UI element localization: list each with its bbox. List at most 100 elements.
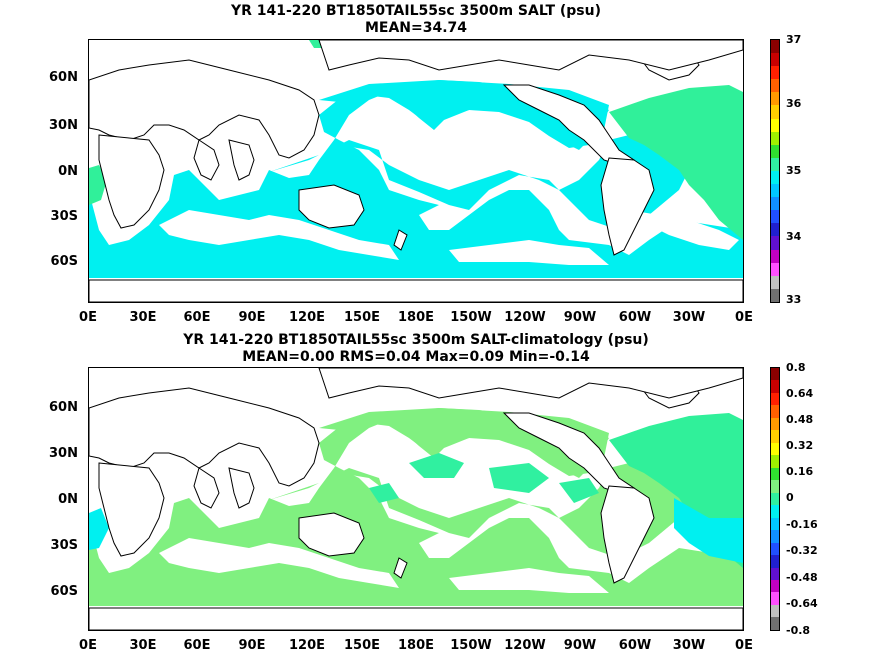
- colorbar-swatch: [771, 392, 779, 406]
- colorbar-swatch: [771, 368, 779, 381]
- bottom-lat-label-60n: 60N: [49, 400, 78, 415]
- colorbar-swatch: [771, 79, 779, 93]
- bottom-title-line2: MEAN=0.00 RMS=0.04 Max=0.09 Min=-0.14: [242, 349, 590, 365]
- top-lon-label: 120W: [504, 310, 546, 325]
- top-colorbar-label: 35: [786, 164, 802, 177]
- bottom-anomaly-map: [89, 368, 743, 630]
- top-colorbar-label: 36: [786, 97, 802, 110]
- bottom-colorbar-label: -0.64: [786, 597, 818, 610]
- top-lat-label-60n: 60N: [49, 70, 78, 85]
- colorbar-swatch: [771, 555, 779, 568]
- top-lon-label: 0E: [79, 310, 97, 325]
- top-title-line1: YR 141-220 BT1850TAIL55sc 3500m SALT (ps…: [230, 3, 601, 19]
- colorbar-swatch: [771, 530, 779, 543]
- bottom-lon-label: 90W: [563, 638, 597, 653]
- top-colorbar-label: 37: [786, 33, 802, 46]
- bottom-lon-label: 120W: [504, 638, 546, 653]
- top-lon-label: 0E: [735, 310, 753, 325]
- bottom-colorbar-label: 0.16: [786, 465, 814, 478]
- colorbar-swatch: [771, 157, 779, 171]
- top-lon-label: 150E: [343, 310, 381, 325]
- bottom-colorbar-label: -0.48: [786, 571, 818, 584]
- colorbar-swatch: [771, 567, 779, 580]
- top-salinity-map: [89, 40, 743, 302]
- colorbar-swatch: [771, 417, 779, 431]
- bottom-lat-label-30n: 30N: [49, 446, 78, 461]
- colorbar-swatch: [771, 455, 779, 468]
- top-lat-label-30s: 30S: [50, 209, 78, 224]
- bottom-colorbar-label: -0.8: [786, 624, 811, 637]
- bottom-title-line1: YR 141-220 BT1850TAIL55sc 3500m SALT-cli…: [183, 332, 649, 348]
- bottom-lat-label-30s: 30S: [50, 538, 78, 553]
- top-lat-label-30n: 30N: [49, 118, 78, 133]
- colorbar-swatch: [771, 236, 779, 250]
- bottom-lon-label: 120E: [288, 638, 326, 653]
- top-lon-label: 60E: [183, 310, 211, 325]
- colorbar-swatch: [771, 505, 779, 518]
- top-colorbar-label: 34: [786, 230, 802, 243]
- colorbar-swatch: [771, 66, 779, 80]
- top-lon-label: 30W: [672, 310, 706, 325]
- colorbar-swatch: [771, 517, 779, 531]
- top-lon-label: 90E: [238, 310, 266, 325]
- colorbar-swatch: [771, 92, 779, 106]
- colorbar-swatch: [771, 492, 779, 506]
- top-lon-label: 180E: [397, 310, 435, 325]
- colorbar-swatch: [771, 480, 779, 493]
- top-lat-label-60s: 60S: [50, 254, 78, 269]
- bottom-lon-label: 0E: [735, 638, 753, 653]
- colorbar-swatch: [771, 542, 779, 556]
- top-lat-label-0n: 0N: [58, 164, 78, 179]
- top-lon-label: 120E: [288, 310, 326, 325]
- top-colorbar-label: 33: [786, 293, 802, 306]
- top-lon-label: 150W: [450, 310, 492, 325]
- colorbar-swatch: [771, 170, 779, 185]
- bottom-colorbar-label: 0.32: [786, 439, 814, 452]
- bottom-lon-label: 60W: [618, 638, 652, 653]
- bottom-lon-label: 0E: [79, 638, 97, 653]
- bottom-lon-label: 150W: [450, 638, 492, 653]
- top-lon-label: 60W: [618, 310, 652, 325]
- bottom-colorbar-label: 0: [786, 491, 794, 504]
- bottom-lon-label: 150E: [343, 638, 381, 653]
- colorbar-swatch: [771, 430, 779, 443]
- colorbar-swatch: [771, 223, 779, 237]
- colorbar-swatch: [771, 405, 779, 418]
- top-lon-label: 90W: [563, 310, 597, 325]
- colorbar-swatch: [771, 197, 779, 211]
- bottom-lon-label: 30E: [129, 638, 157, 653]
- colorbar-swatch: [771, 275, 779, 289]
- bottom-lat-label-0n: 0N: [58, 492, 78, 507]
- colorbar-swatch: [771, 53, 779, 67]
- colorbar-swatch: [771, 131, 779, 145]
- colorbar-swatch: [771, 105, 779, 119]
- colorbar-swatch: [771, 604, 779, 618]
- bottom-lon-label: 30W: [672, 638, 706, 653]
- top-colorbar: [770, 39, 780, 303]
- top-map-panel: [88, 39, 744, 303]
- bottom-colorbar-label: 0.64: [786, 387, 814, 400]
- colorbar-swatch: [771, 467, 779, 481]
- colorbar-swatch: [771, 380, 779, 393]
- bottom-map-panel: [88, 367, 744, 631]
- top-lon-label: 30E: [129, 310, 157, 325]
- colorbar-swatch: [771, 617, 779, 630]
- bottom-lon-label: 60E: [183, 638, 211, 653]
- top-title-line2: MEAN=34.74: [364, 20, 468, 36]
- bottom-lat-label-60s: 60S: [50, 584, 78, 599]
- colorbar-swatch: [771, 262, 779, 276]
- colorbar-swatch: [771, 592, 779, 605]
- colorbar-swatch: [771, 442, 779, 456]
- colorbar-swatch: [771, 288, 779, 302]
- bottom-colorbar-label: 0.8: [786, 361, 806, 374]
- colorbar-swatch: [771, 40, 779, 54]
- colorbar-swatch: [771, 579, 779, 593]
- bottom-colorbar: [770, 367, 780, 631]
- colorbar-swatch: [771, 184, 779, 198]
- bottom-colorbar-label: -0.32: [786, 544, 818, 557]
- bottom-colorbar-label: 0.48: [786, 413, 814, 426]
- colorbar-swatch: [771, 144, 779, 158]
- bottom-lon-label: 90E: [238, 638, 266, 653]
- colorbar-swatch: [771, 118, 779, 132]
- bottom-lon-label: 180E: [397, 638, 435, 653]
